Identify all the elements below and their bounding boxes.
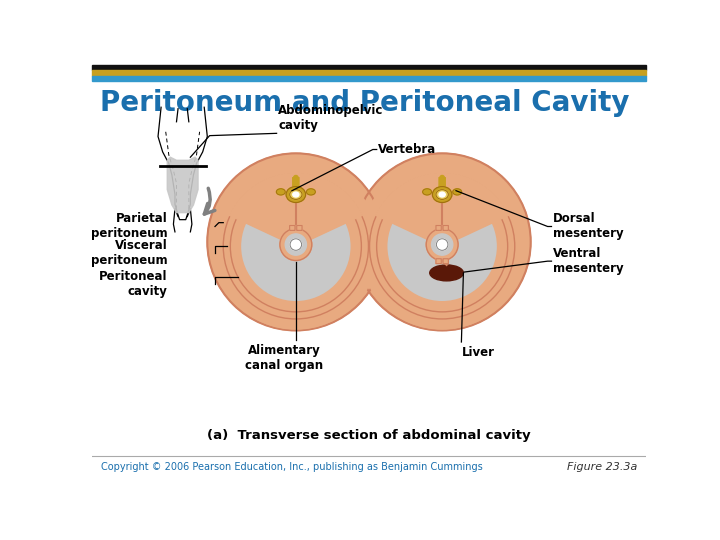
Wedge shape [379, 174, 505, 246]
Text: Peritoneum and Peritoneal Cavity: Peritoneum and Peritoneal Cavity [99, 90, 629, 117]
Circle shape [227, 177, 365, 315]
Text: (a)  Transverse section of abdominal cavity: (a) Transverse section of abdominal cavi… [207, 429, 531, 442]
Ellipse shape [307, 189, 315, 195]
FancyBboxPatch shape [441, 197, 446, 200]
FancyBboxPatch shape [293, 178, 299, 188]
Circle shape [373, 177, 511, 315]
Circle shape [354, 153, 531, 330]
Circle shape [290, 239, 302, 251]
Ellipse shape [423, 189, 431, 195]
FancyBboxPatch shape [297, 226, 302, 231]
Ellipse shape [439, 192, 445, 197]
FancyBboxPatch shape [294, 197, 300, 200]
Text: Ventral
mesentery: Ventral mesentery [553, 247, 624, 275]
Text: Abdominopelvic
cavity: Abdominopelvic cavity [278, 104, 384, 132]
Text: Visceral
peritoneum: Visceral peritoneum [91, 239, 167, 267]
Polygon shape [376, 173, 509, 246]
Ellipse shape [294, 176, 298, 180]
Polygon shape [229, 173, 362, 246]
FancyArrowPatch shape [204, 188, 215, 214]
FancyBboxPatch shape [443, 259, 449, 264]
Ellipse shape [293, 192, 299, 197]
FancyBboxPatch shape [439, 178, 445, 188]
FancyBboxPatch shape [289, 226, 295, 231]
Circle shape [285, 234, 307, 255]
Text: Alimentary
canal organ: Alimentary canal organ [246, 343, 323, 372]
Text: Dorsal
mesentery: Dorsal mesentery [553, 213, 624, 240]
Text: Parietal
peritoneum: Parietal peritoneum [91, 213, 167, 240]
Polygon shape [167, 157, 198, 213]
Ellipse shape [440, 176, 444, 180]
Bar [92, 70, 647, 76]
Ellipse shape [453, 189, 462, 195]
Ellipse shape [430, 265, 464, 281]
Text: Peritoneal
cavity: Peritoneal cavity [99, 270, 167, 298]
Circle shape [431, 234, 453, 255]
Ellipse shape [276, 189, 285, 195]
Text: Liver: Liver [462, 346, 495, 359]
Ellipse shape [286, 186, 305, 202]
Text: Vertebra: Vertebra [378, 143, 436, 156]
Circle shape [426, 228, 458, 260]
Bar [92, 76, 647, 81]
Ellipse shape [433, 186, 452, 202]
Circle shape [207, 153, 384, 330]
Circle shape [436, 239, 448, 251]
FancyBboxPatch shape [436, 259, 441, 264]
Bar [92, 65, 647, 70]
Wedge shape [233, 174, 359, 246]
Circle shape [280, 228, 312, 260]
FancyBboxPatch shape [444, 197, 449, 200]
Text: Copyright © 2006 Pearson Education, Inc., publishing as Benjamin Cummings: Copyright © 2006 Pearson Education, Inc.… [101, 462, 483, 472]
Ellipse shape [436, 190, 449, 199]
FancyBboxPatch shape [297, 197, 303, 200]
Ellipse shape [289, 190, 302, 199]
FancyBboxPatch shape [443, 226, 449, 231]
FancyBboxPatch shape [436, 226, 441, 231]
Text: Figure 23.3a: Figure 23.3a [567, 462, 637, 472]
